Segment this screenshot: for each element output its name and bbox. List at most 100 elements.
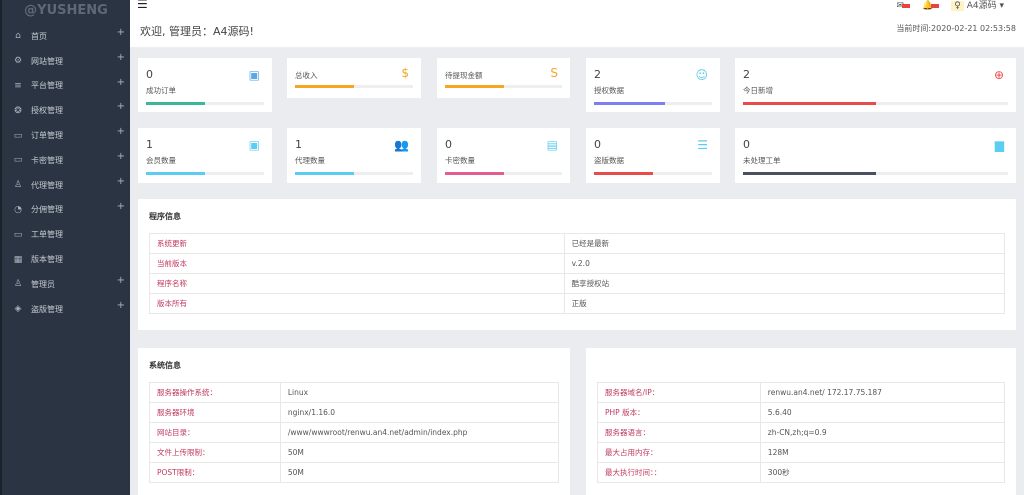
database-icon: ☰	[697, 138, 708, 152]
stat-label: 总收入	[295, 71, 318, 80]
stat-value: 1	[146, 138, 153, 151]
hamburger-menu-icon[interactable]: ☰	[137, 0, 148, 11]
stat-progress-fill	[445, 85, 504, 88]
row-key: 最大执行时间：：	[597, 462, 761, 483]
stat-label: 会员数量	[146, 156, 176, 165]
sidebar-item[interactable]: ⌂ 首页 +	[2, 24, 130, 49]
sidebar-item[interactable]: ◈ 盗版管理 +	[2, 297, 130, 322]
row-value: renwu.an4.net/ 172.17.75.187	[759, 382, 1006, 403]
expand-plus-icon[interactable]: +	[116, 200, 125, 212]
stat-progress-bar	[594, 102, 712, 105]
sidebar-item[interactable]: ▭ 工单管理	[2, 222, 130, 247]
stat-value: 2	[743, 68, 750, 81]
row-value: 50M	[279, 462, 560, 483]
expand-plus-icon[interactable]: +	[116, 175, 125, 187]
table-row: 文件上传限制： 50M	[149, 442, 560, 463]
sidebar-item[interactable]: ▭ 卡密管理 +	[2, 148, 130, 173]
row-value: 酷享授权站	[563, 273, 1006, 294]
table-row: 网站目录：/www/wwwroot/renwu.an4.net/admin/in…	[149, 422, 560, 443]
stat-progress-fill	[295, 172, 354, 175]
row-key: 最大占用内存：	[597, 442, 761, 463]
panel-title: 程序信息	[149, 212, 181, 221]
expand-plus-icon[interactable]: +	[116, 150, 125, 162]
table-row: 版本所有 正版	[149, 293, 1006, 314]
sidebar-item[interactable]: ◔ 分佣管理 +	[2, 198, 130, 223]
stat-label: 未处理工单	[743, 156, 781, 165]
program-info-panel: 程序信息 系统更新 已经是最新 当前版本 v.2.0 程序名称 酷享授权站 版本所有 正版	[138, 199, 1016, 330]
dollar-icon: $	[401, 66, 409, 80]
sidebar-item-label: 平台管理	[31, 81, 63, 91]
stat-progress-fill	[146, 172, 205, 175]
server-info-table: 服务器域名/IP： renwu.an4.net/ 172.17.75.187 PHP…	[597, 382, 1006, 483]
sidebar-item[interactable]: ⚙ 网站管理 +	[2, 49, 130, 74]
program-info-table: 系统更新 已经是最新 当前版本 v.2.0 程序名称 酷享授权站 版本所有 正版	[149, 233, 1006, 314]
stat-label: 卡密数量	[445, 156, 475, 165]
stat-card: 1 代理数量 👥	[287, 128, 421, 183]
row-key: POST限制：	[149, 462, 281, 483]
mail-icon[interactable]: ✉	[896, 1, 911, 12]
sidebar-item-label: 版本管理	[31, 255, 63, 265]
stat-card: 0 卡密数量 ▤	[437, 128, 570, 183]
row-key: 服务器域名/IP：	[597, 382, 761, 403]
stat-card: 1 会员数量 ▣	[138, 128, 272, 183]
sidebar-item[interactable]: ≡ 平台管理 +	[2, 74, 130, 99]
stat-progress-bar	[743, 102, 1008, 105]
table-row: 服务器环境 nginx/1.16.0	[149, 402, 560, 423]
folder-open-icon: ▭	[13, 155, 23, 166]
expand-plus-icon[interactable]: +	[116, 126, 125, 138]
brand-logo: @YUSHENG	[24, 3, 108, 18]
sidebar-item[interactable]: ♙ 管理员 +	[2, 272, 130, 297]
stat-progress-bar	[445, 172, 562, 175]
stat-card: 0 未处理工单 ▆	[735, 128, 1016, 183]
stat-value: 0	[743, 138, 750, 151]
stat-label: 盗版数据	[594, 156, 624, 165]
stat-card: 总收入 $	[287, 58, 421, 98]
row-value: 300秒	[759, 462, 1006, 483]
stat-value: 1	[295, 138, 302, 151]
expand-plus-icon[interactable]: +	[116, 76, 125, 88]
sidebar-item[interactable]: ❂ 授权管理 +	[2, 98, 130, 123]
system-info-table: 服务器操作系统： Linux 服务器环境 nginx/1.16.0 网站目录：/www/…	[149, 382, 560, 483]
strikethrough-icon: S	[550, 66, 558, 80]
row-key: 版本所有	[149, 293, 565, 314]
row-value: nginx/1.16.0	[279, 402, 560, 423]
table-row: PHP 版本： 5.6.40	[597, 402, 1006, 423]
expand-plus-icon[interactable]: +	[116, 274, 125, 286]
expand-plus-icon[interactable]: +	[116, 299, 125, 311]
table-row: 服务器域名/IP： renwu.an4.net/ 172.17.75.187	[597, 382, 1006, 403]
row-value: 已经是最新	[563, 233, 1006, 254]
login-icon: ⊕	[993, 68, 1004, 82]
row-value: 5.6.40	[759, 402, 1006, 423]
user-icon: ♙	[13, 279, 23, 290]
user-sync-icon: ☺	[695, 68, 708, 82]
sidebar-item-label: 卡密管理	[31, 155, 63, 165]
user-group-icon: ♙	[13, 180, 23, 191]
system-info-panel: 系统信息 服务器操作系统： Linux 服务器环境 nginx/1.16.0 网站目录：…	[138, 348, 570, 495]
sidebar-item-label: 订单管理	[31, 131, 63, 141]
stat-progress-bar	[295, 172, 413, 175]
stat-progress-bar	[743, 172, 1008, 175]
user-menu[interactable]: ♀ A4源码 ▾	[951, 1, 1004, 12]
sidebar-item-label: 管理员	[31, 279, 55, 289]
expand-plus-icon[interactable]: +	[116, 27, 125, 38]
expand-plus-icon[interactable]: +	[116, 101, 125, 113]
calendar-icon: ▣	[248, 68, 260, 82]
stat-progress-fill	[445, 172, 504, 175]
stat-progress-fill	[146, 102, 205, 105]
row-value: /www/wwwroot/renwu.an4.net/admin/index.p…	[279, 422, 560, 443]
expand-plus-icon[interactable]: +	[116, 51, 125, 63]
server-info-panel: 服务器域名/IP： renwu.an4.net/ 172.17.75.187 PHP…	[586, 348, 1016, 495]
home-icon: ⌂	[15, 31, 21, 42]
sidebar-item[interactable]: ▭ 订单管理 +	[2, 123, 130, 148]
sidebar-item[interactable]: ▦ 版本管理	[2, 247, 130, 272]
sidebar-item-label: 网站管理	[31, 56, 63, 66]
sidebar: @YUSHENG ⌂ 首页 + ⚙ 网站管理 + ≡ 平台管理 + ❂ 授权管理 + ▭ 订单管理 + ▭ 卡密…	[0, 0, 130, 495]
table-row: 系统更新 已经是最新	[149, 233, 1006, 254]
stat-card: 0 盗版数据 ☰	[586, 128, 720, 183]
bell-icon[interactable]: 🔔	[922, 1, 940, 12]
row-value: 正版	[563, 293, 1006, 314]
row-key: 系统更新	[149, 233, 565, 254]
stat-card: 2 今日新增 ⊕	[735, 58, 1016, 112]
sidebar-item[interactable]: ♙ 代理管理 +	[2, 173, 130, 198]
stat-progress-bar	[295, 85, 413, 88]
